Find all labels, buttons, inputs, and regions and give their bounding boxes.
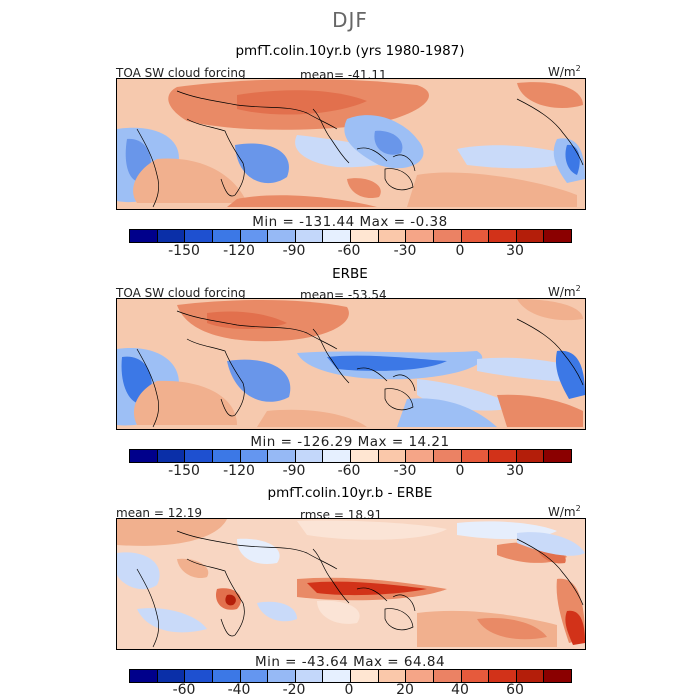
colorbar-bin — [378, 230, 407, 242]
colorbar-bin — [516, 450, 545, 462]
panel-1-left-label: TOA SW cloud forcing — [116, 66, 246, 80]
panel-3-field — [117, 519, 585, 649]
colorbar-bin — [185, 670, 213, 682]
colorbar-bin — [212, 670, 241, 682]
colorbar-bin — [351, 670, 379, 682]
colorbar-bin — [516, 670, 545, 682]
colorbar-bin — [185, 450, 213, 462]
panel-3-title: pmfT.colin.10yr.b - ERBE — [267, 485, 433, 501]
tick-label: -30 — [393, 243, 417, 259]
colorbar-bin — [489, 670, 517, 682]
tick-label: 0 — [455, 243, 465, 259]
tick-label: 30 — [506, 463, 524, 479]
panel-3-mean-label: mean = 12.19 — [116, 506, 203, 520]
colorbar-bin — [378, 670, 407, 682]
colorbar-bin — [157, 670, 186, 682]
colorbar-bin — [461, 230, 490, 242]
panel-1-tick-labels: -150 -120 -90 -60 -30 0 30 — [129, 243, 570, 261]
colorbar-bin — [295, 450, 324, 462]
colorbar-bin — [323, 450, 351, 462]
panel-3-colorbar — [129, 669, 572, 683]
panel-1-minmax: Min = -131.44 Max = -0.38 — [252, 214, 448, 230]
panel-1-field — [117, 79, 585, 209]
colorbar-bin — [323, 670, 351, 682]
colorbar-bin — [130, 450, 158, 462]
panel-1-title: pmfT.colin.10yr.b (yrs 1980-1987) — [235, 43, 465, 59]
colorbar-bin — [157, 230, 186, 242]
colorbar-bin — [268, 230, 296, 242]
panel-2-minmax: Min = -126.29 Max = 14.21 — [250, 434, 450, 450]
colorbar-bin — [433, 230, 462, 242]
colorbar-bin — [433, 450, 462, 462]
colorbar-bin — [130, 670, 158, 682]
colorbar-bin — [544, 670, 571, 682]
tick-label: -60 — [337, 243, 361, 259]
panel-1-map — [116, 78, 586, 210]
panel-2-tick-labels: -150 -120 -90 -60 -30 0 30 — [129, 463, 570, 481]
tick-label: -150 — [168, 463, 200, 479]
colorbar-bin — [295, 670, 324, 682]
tick-label: -20 — [282, 682, 306, 698]
colorbar-bin — [406, 450, 434, 462]
colorbar-bin — [212, 230, 241, 242]
panel-2-left-label: TOA SW cloud forcing — [116, 286, 246, 300]
colorbar-bin — [351, 450, 379, 462]
colorbar-bin — [544, 230, 571, 242]
colorbar-bin — [295, 230, 324, 242]
panel-2-field — [117, 299, 585, 429]
colorbar-bin — [240, 450, 269, 462]
colorbar-bin — [406, 670, 434, 682]
tick-label: 0 — [344, 682, 354, 698]
colorbar-bin — [268, 670, 296, 682]
colorbar-bin — [212, 450, 241, 462]
colorbar-bin — [378, 450, 407, 462]
panel-2-title: ERBE — [332, 266, 368, 282]
panel-2-colorbar — [129, 449, 572, 463]
tick-label: -60 — [337, 463, 361, 479]
tick-label: 20 — [396, 682, 414, 698]
colorbar-bin — [185, 230, 213, 242]
colorbar-bin — [240, 670, 269, 682]
panel-3-units: W/m2 — [548, 504, 581, 519]
colorbar-bin — [268, 450, 296, 462]
colorbar-bin — [461, 670, 490, 682]
tick-label: -120 — [223, 463, 255, 479]
season-title: DJF — [332, 8, 368, 32]
panel-3-minmax: Min = -43.64 Max = 64.84 — [254, 654, 446, 670]
panel-2-units: W/m2 — [548, 284, 581, 299]
colorbar-bin — [130, 230, 158, 242]
tick-label: 30 — [506, 243, 524, 259]
panel-3-map — [116, 518, 586, 650]
colorbar-bin — [323, 230, 351, 242]
tick-label: 0 — [455, 463, 465, 479]
colorbar-bin — [489, 230, 517, 242]
tick-label: -60 — [172, 682, 196, 698]
panel-2-map — [116, 298, 586, 430]
tick-label: -90 — [282, 243, 306, 259]
colorbar-bin — [544, 450, 571, 462]
tick-label: -90 — [282, 463, 306, 479]
colorbar-bin — [157, 450, 186, 462]
panel-1-colorbar — [129, 229, 572, 243]
colorbar-bin — [240, 230, 269, 242]
colorbar-bin — [461, 450, 490, 462]
colorbar-bin — [351, 230, 379, 242]
colorbar-bin — [406, 230, 434, 242]
tick-label: -150 — [168, 243, 200, 259]
panel-3-tick-labels: -60 -40 -20 0 20 40 60 — [129, 682, 570, 700]
tick-label: -40 — [227, 682, 251, 698]
colorbar-bin — [516, 230, 545, 242]
colorbar-bin — [433, 670, 462, 682]
colorbar-bin — [489, 450, 517, 462]
tick-label: -30 — [393, 463, 417, 479]
panel-1-units: W/m2 — [548, 64, 581, 79]
tick-label: 60 — [506, 682, 524, 698]
tick-label: -120 — [223, 243, 255, 259]
tick-label: 40 — [451, 682, 469, 698]
